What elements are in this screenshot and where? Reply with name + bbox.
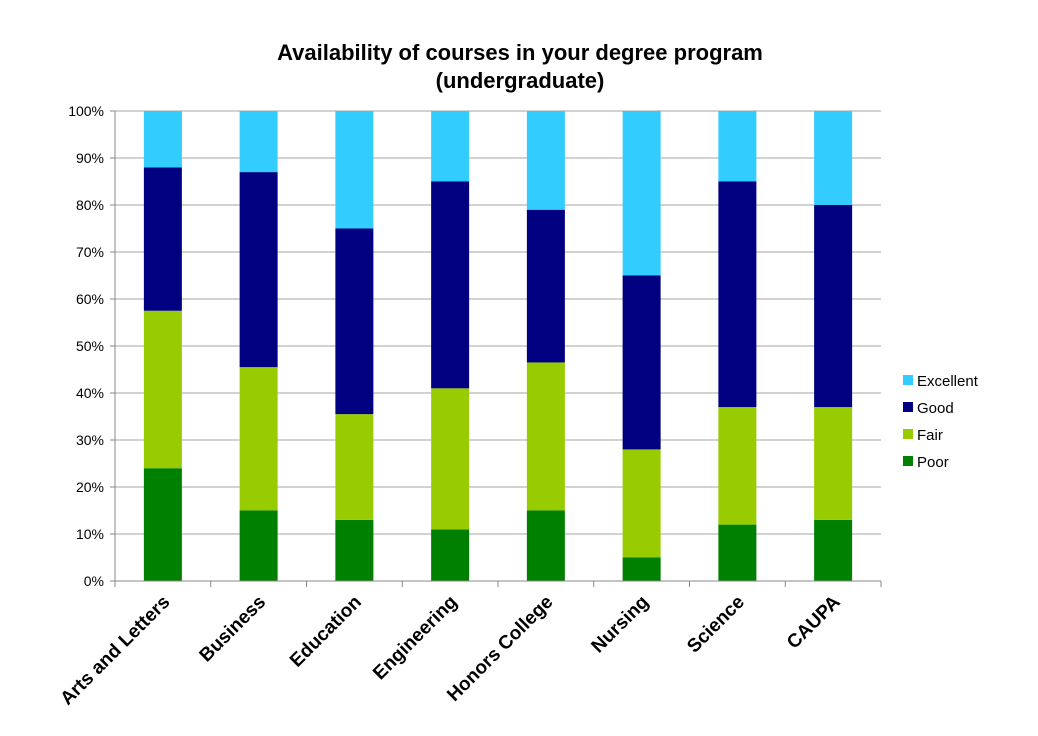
x-tick-label: Business (196, 592, 271, 667)
bar-segment-poor (335, 519, 374, 581)
bar-segment-excellent (718, 111, 757, 182)
bar-segment-excellent (526, 111, 565, 210)
bar-segment-poor (622, 557, 661, 581)
legend-label-fair: Fair (917, 427, 943, 444)
bar-segment-poor (143, 468, 182, 581)
legend-swatch-fair (903, 429, 913, 439)
bar-segment-fair (335, 414, 374, 520)
legend-label-good: Good (917, 400, 954, 417)
x-axis-ticks: Arts and Letters Business Education Enginee… (57, 581, 882, 710)
x-tick-label: Education (286, 592, 366, 672)
bar-segment-good (431, 181, 470, 389)
y-tick-label: 40% (76, 385, 104, 401)
bar-segment-excellent (814, 111, 853, 205)
bar-segment-poor (431, 529, 470, 581)
y-tick-label: 0% (84, 573, 104, 589)
y-tick-label: 100% (68, 103, 104, 119)
bars-group (143, 111, 853, 581)
y-tick-label: 10% (76, 526, 104, 542)
legend: Excellent Good Fair Poor (903, 373, 979, 471)
bar-segment-excellent (622, 111, 661, 276)
y-tick-label: 30% (76, 432, 104, 448)
bar-segment-good (143, 167, 182, 311)
chart-title: Availability of courses in your degree p… (277, 40, 763, 65)
legend-swatch-poor (903, 456, 913, 466)
bar-segment-fair (814, 407, 853, 520)
bar-segment-poor (526, 510, 565, 581)
bar-segment-fair (143, 310, 182, 469)
bar-segment-fair (239, 367, 278, 511)
y-tick-label: 60% (76, 291, 104, 307)
x-tick-label: Nursing (588, 592, 654, 658)
bar-segment-good (622, 275, 661, 450)
x-tick-label: CAUPA (783, 591, 845, 653)
legend-label-poor: Poor (917, 454, 949, 471)
bar-segment-poor (239, 510, 278, 581)
legend-swatch-excellent (903, 375, 913, 385)
bar-segment-excellent (143, 111, 182, 168)
bar-segment-fair (431, 388, 470, 530)
chart-subtitle: (undergraduate) (436, 68, 605, 93)
gridlines (115, 110, 881, 535)
legend-label-excellent: Excellent (917, 373, 979, 390)
bar-segment-good (718, 181, 757, 408)
x-tick-label: Science (683, 592, 749, 658)
bar-segment-good (814, 205, 853, 408)
bar-segment-excellent (335, 111, 374, 229)
y-tick-label: 80% (76, 197, 104, 213)
y-tick-label: 70% (76, 244, 104, 260)
y-tick-label: 90% (76, 150, 104, 166)
bar-segment-good (335, 228, 374, 415)
bar-segment-good (239, 172, 278, 368)
x-tick-label: Honors College (443, 592, 557, 706)
bar-segment-excellent (239, 111, 278, 173)
y-tick-label: 50% (76, 338, 104, 354)
bar-segment-good (526, 209, 565, 363)
bar-segment-poor (814, 519, 853, 581)
y-tick-label: 20% (76, 479, 104, 495)
y-axis-ticks: 0% 10% 20% 30% 40% 50% 60% 70% 80% 90% 100% (68, 103, 115, 589)
bar-segment-excellent (431, 111, 470, 182)
bar-segment-poor (718, 524, 757, 581)
bar-segment-fair (718, 407, 757, 525)
x-tick-label: Engineering (369, 592, 461, 684)
bar-segment-fair (526, 362, 565, 511)
x-tick-label: Arts and Letters (57, 592, 175, 710)
legend-swatch-good (903, 402, 913, 412)
bar-segment-fair (622, 449, 661, 558)
